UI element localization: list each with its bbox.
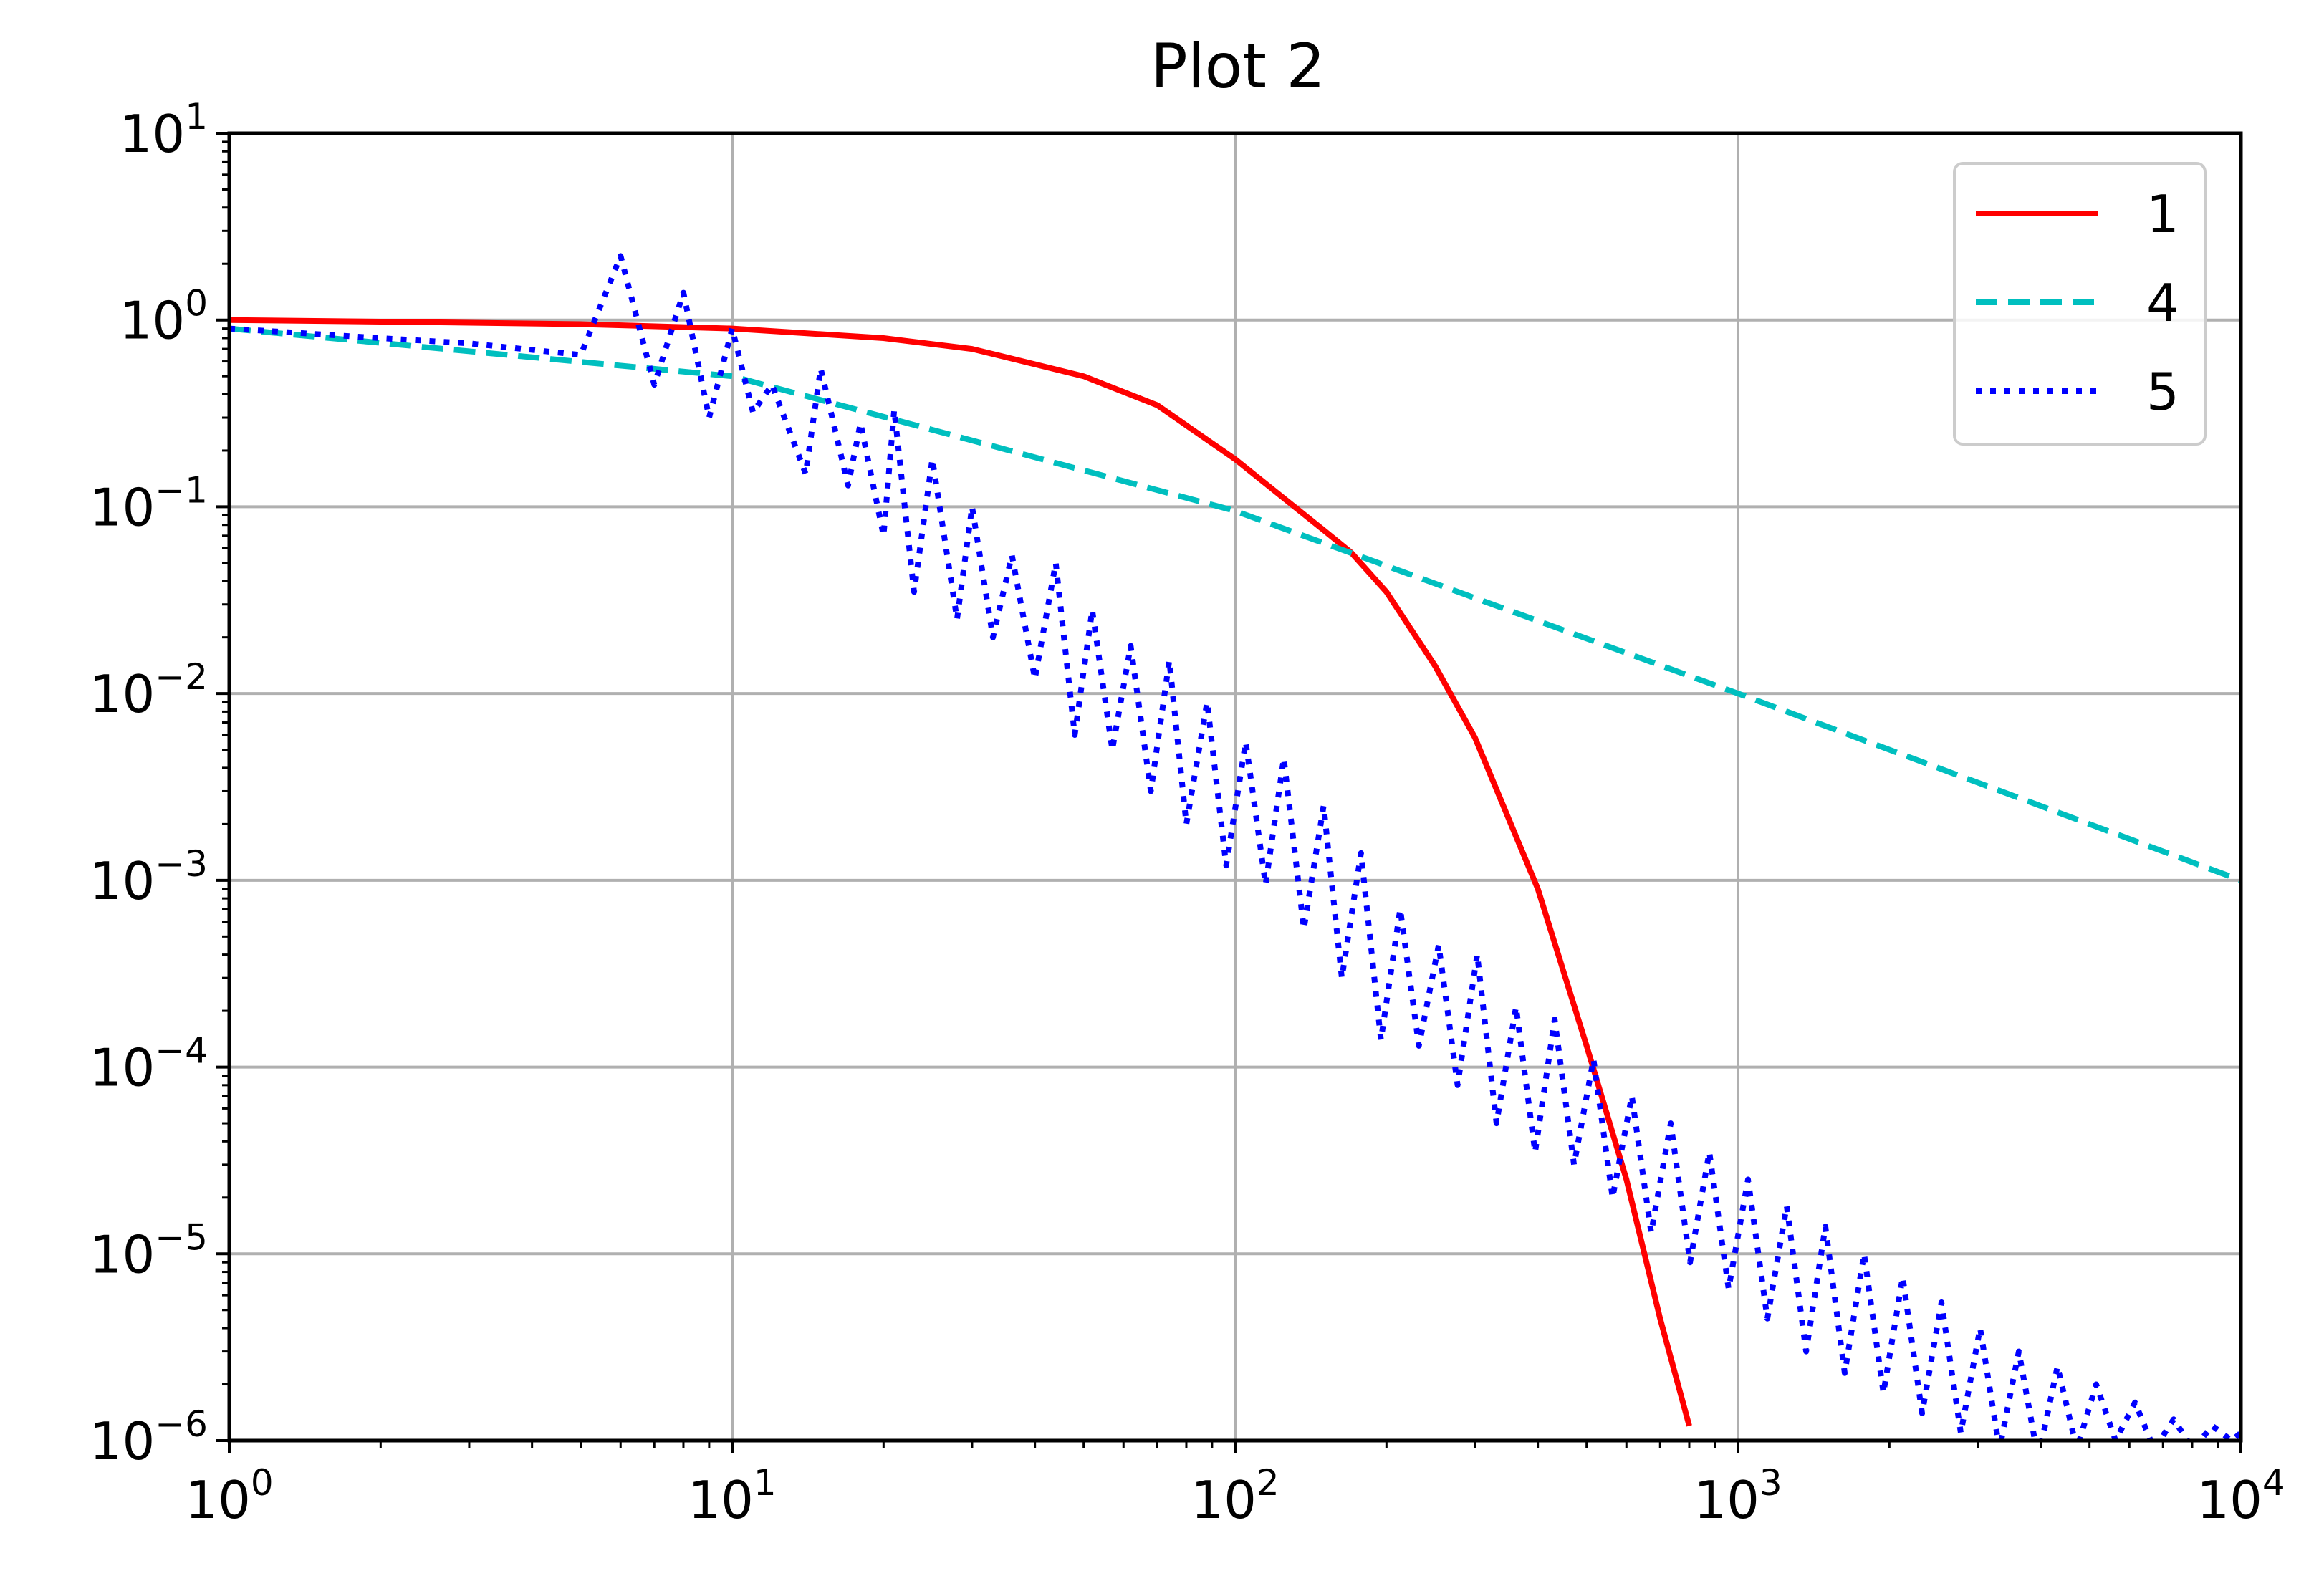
y-tick-label: 10−1 [90,469,208,537]
x-tick-label: 100 [185,1462,273,1530]
legend-label-5: 5 [2146,362,2179,422]
y-tick-label: 10−2 [90,656,208,724]
legend: 1 4 5 [1953,162,2207,446]
series-line-1 [229,317,1692,1427]
x-tick-label: 101 [688,1462,776,1530]
y-tick-label: 101 [120,96,208,164]
x-tick-label: 103 [1694,1462,1782,1530]
y-tick-label: 10−6 [90,1403,208,1471]
legend-label-4: 4 [2146,273,2179,333]
series-layer [229,253,2241,1441]
grid-layer [228,132,2242,1442]
y-tick-label: 10−3 [90,843,208,911]
y-tick-label: 10−5 [90,1216,208,1284]
x-tick-label: 104 [2196,1462,2285,1530]
series-line-4 [229,325,2241,883]
legend-label-1: 1 [2146,184,2179,244]
series-line-5 [229,253,2241,1441]
chart-title: Plot 2 [1151,31,1325,102]
y-tick-label: 100 [120,283,208,351]
x-tick-label: 102 [1191,1462,1279,1530]
tick-layer: 100 101 102 103 104 101 100 10−1 10−2 10−3 10−4 10−… [90,96,2285,1530]
y-tick-label: 10−4 [90,1030,208,1098]
